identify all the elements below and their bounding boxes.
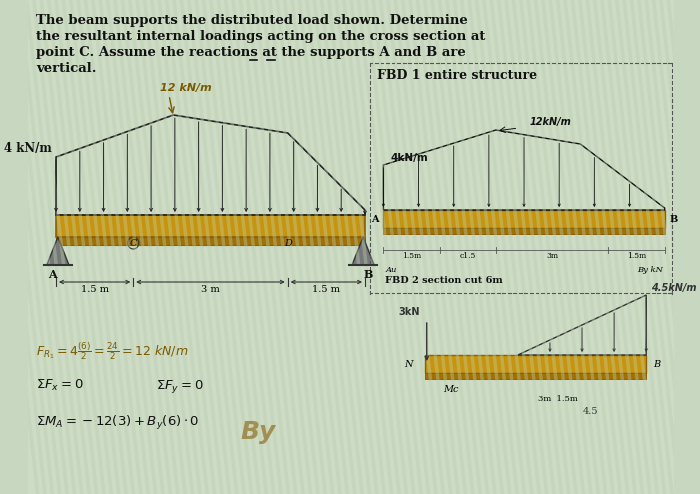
Text: vertical.: vertical. bbox=[36, 62, 97, 75]
Text: $\Sigma F_x=0$: $\Sigma F_x=0$ bbox=[36, 378, 83, 393]
Text: B: B bbox=[364, 269, 373, 280]
Bar bbox=[425, 355, 646, 373]
Bar bbox=[384, 228, 665, 234]
Bar bbox=[384, 210, 665, 228]
Text: 4 kN/m: 4 kN/m bbox=[4, 142, 51, 155]
Text: By: By bbox=[241, 420, 276, 444]
Text: Mc: Mc bbox=[443, 385, 459, 394]
Text: By kN: By kN bbox=[637, 266, 663, 274]
Text: 3m  1.5m: 3m 1.5m bbox=[538, 395, 578, 403]
Text: 3 m: 3 m bbox=[201, 285, 220, 294]
Text: A: A bbox=[48, 269, 57, 280]
Text: FBD 2 section cut 6m: FBD 2 section cut 6m bbox=[385, 276, 503, 285]
Text: 3kN: 3kN bbox=[399, 307, 420, 317]
Text: $\Sigma M_A=-12(3)+B_y(6)\cdot 0$: $\Sigma M_A=-12(3)+B_y(6)\cdot 0$ bbox=[36, 414, 199, 432]
Bar bbox=[425, 373, 646, 379]
Bar bbox=[56, 237, 365, 245]
Text: A: A bbox=[371, 214, 379, 223]
Text: C: C bbox=[130, 239, 137, 248]
Text: B: B bbox=[654, 360, 661, 369]
Bar bbox=[56, 215, 365, 237]
Polygon shape bbox=[47, 237, 69, 265]
Text: 4kN/m: 4kN/m bbox=[391, 153, 428, 163]
Text: 3m: 3m bbox=[546, 252, 558, 260]
Text: c1.5: c1.5 bbox=[460, 252, 476, 260]
Text: 1.5m: 1.5m bbox=[627, 252, 646, 260]
Text: 1.5 m: 1.5 m bbox=[80, 285, 108, 294]
Text: $F_{R_1}=4\frac{(6)}{2}=\frac{24}{2}=12\ kN/m$: $F_{R_1}=4\frac{(6)}{2}=\frac{24}{2}=12\… bbox=[36, 340, 188, 362]
Text: 4.5kN/m: 4.5kN/m bbox=[651, 283, 696, 293]
Text: the resultant internal loadings acting on the cross section at: the resultant internal loadings acting o… bbox=[36, 30, 485, 43]
Text: 1.5m: 1.5m bbox=[402, 252, 421, 260]
Text: D: D bbox=[284, 239, 292, 248]
Text: point C. Assume the reactions at the supports A and B are: point C. Assume the reactions at the sup… bbox=[36, 46, 466, 59]
Text: B: B bbox=[669, 214, 678, 223]
Text: The beam supports the distributed load shown. Determine: The beam supports the distributed load s… bbox=[36, 14, 468, 27]
Text: FBD 1 entire structure: FBD 1 entire structure bbox=[377, 69, 537, 82]
Text: 12kN/m: 12kN/m bbox=[530, 117, 571, 127]
Text: 4.5: 4.5 bbox=[583, 407, 598, 416]
Text: 1.5 m: 1.5 m bbox=[312, 285, 340, 294]
Polygon shape bbox=[352, 237, 375, 265]
Text: N: N bbox=[404, 360, 412, 369]
Text: $\Sigma F_y=0$: $\Sigma F_y=0$ bbox=[155, 378, 203, 395]
Text: 12 kN/m: 12 kN/m bbox=[160, 83, 211, 93]
Text: Au: Au bbox=[385, 266, 397, 274]
